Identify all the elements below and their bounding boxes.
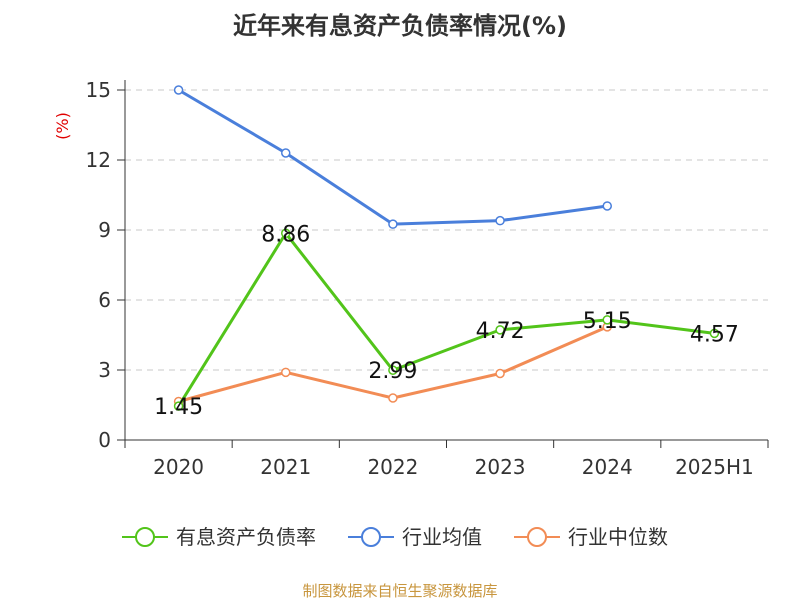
y-tick-label: 12 (86, 148, 111, 172)
x-tick-label: 2020 (153, 455, 204, 479)
data-point (281, 148, 291, 158)
data-point (709, 328, 720, 339)
legend: 有息资产负债率 行业均值 行业中位数 (122, 525, 668, 549)
data-point (602, 315, 612, 325)
data-point (388, 393, 398, 403)
legend-item: 行业中位数 (514, 525, 668, 549)
data-point (173, 401, 184, 411)
legend-marker (527, 527, 547, 547)
grid-lines (125, 89, 768, 371)
x-tick-label: 2022 (367, 455, 418, 479)
legend-item: 行业均值 (348, 525, 482, 549)
data-label: 4.57 (690, 322, 739, 347)
x-tick-label: 2025H1 (675, 455, 754, 479)
data-point (173, 85, 184, 95)
legend-item: 有息资产负债率 (122, 525, 316, 549)
y-tick-label: 0 (98, 428, 111, 452)
series-layer: 1.45 8.86 2.99 4.72 5.15 4.57 (154, 85, 739, 420)
data-label: 1.45 (154, 395, 203, 420)
x-tick-label: 2023 (475, 455, 526, 479)
data-point (602, 201, 612, 211)
data-label: 4.72 (476, 319, 525, 344)
series-line (177, 231, 715, 407)
source-note: 制图数据来自恒生聚源数据库 (302, 582, 497, 600)
data-label: 2.99 (368, 359, 417, 384)
legend-label: 有息资产负债率 (176, 525, 316, 549)
data-point (495, 368, 505, 379)
data-point (388, 219, 398, 229)
chart-title: 近年来有息资产负债率情况(%) (233, 12, 567, 40)
y-axis-unit: (%) (53, 112, 72, 140)
axes: 0 3 6 9 12 15 2020 2021 2022 2023 2024 2025H1 (86, 78, 769, 479)
legend-label: 行业均值 (402, 525, 482, 549)
legend-marker (361, 527, 381, 547)
x-tick-label: 2021 (260, 455, 311, 479)
series-0 (173, 228, 720, 411)
data-point (495, 215, 505, 226)
data-point (281, 367, 291, 378)
series-line (177, 88, 608, 226)
data-point (495, 325, 505, 335)
data-label: 5.15 (583, 309, 632, 334)
series-1 (173, 85, 612, 229)
data-point (281, 228, 291, 239)
data-label: 8.86 (261, 222, 310, 247)
y-tick-label: 9 (98, 218, 111, 242)
data-point (388, 365, 398, 375)
y-tick-label: 15 (86, 78, 111, 102)
legend-label: 行业中位数 (568, 525, 668, 549)
x-tick-label: 2024 (582, 455, 633, 479)
y-tick-label: 6 (98, 288, 111, 312)
legend-marker (135, 527, 155, 547)
y-tick-label: 3 (98, 358, 111, 382)
